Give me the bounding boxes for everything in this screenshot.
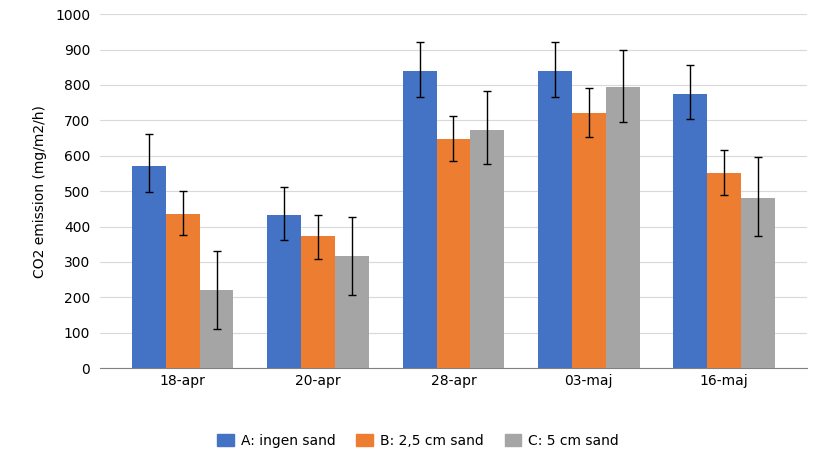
Bar xyxy=(673,94,707,368)
Y-axis label: CO2 emission (mg/m2/h): CO2 emission (mg/m2/h) xyxy=(32,105,47,278)
Bar xyxy=(707,173,741,368)
Legend: A: ingen sand, B: 2,5 cm sand, C: 5 cm sand: A: ingen sand, B: 2,5 cm sand, C: 5 cm s… xyxy=(211,429,625,454)
Bar xyxy=(538,71,572,368)
Bar xyxy=(403,71,437,368)
Bar xyxy=(335,256,369,368)
Bar xyxy=(470,130,504,368)
Bar xyxy=(166,214,200,368)
Bar xyxy=(267,215,301,368)
Bar xyxy=(200,289,234,368)
Bar xyxy=(606,87,640,368)
Bar xyxy=(437,139,470,368)
Bar xyxy=(741,198,775,368)
Bar xyxy=(572,113,606,368)
Bar xyxy=(301,236,335,368)
Bar xyxy=(132,166,166,368)
